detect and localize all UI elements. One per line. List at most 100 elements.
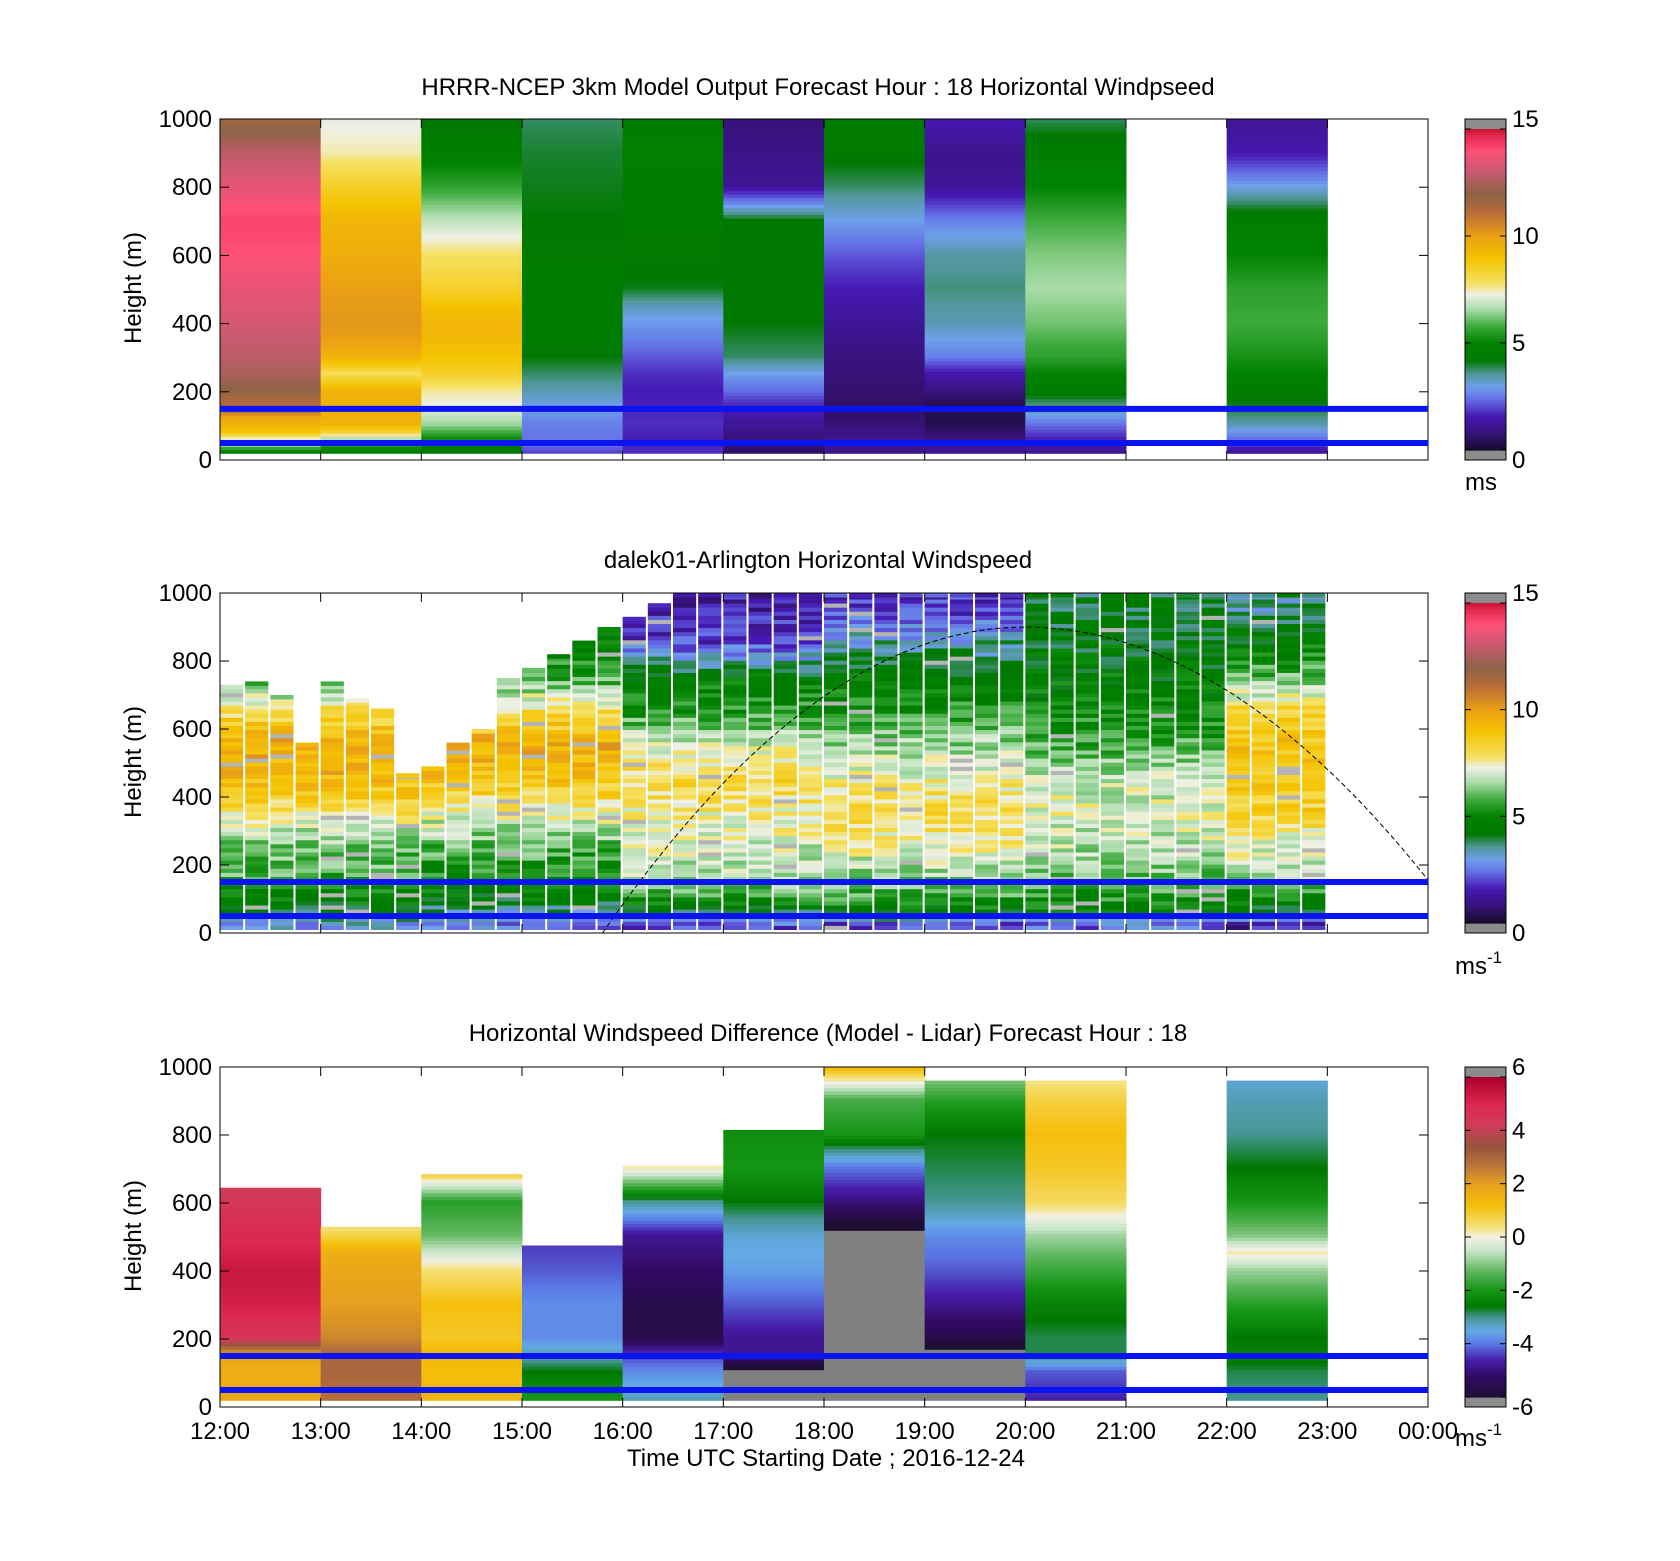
lidar-cell <box>975 876 999 882</box>
difference-cell <box>421 1220 523 1224</box>
y-tick-label: 800 <box>172 648 212 675</box>
model-cell <box>1226 262 1328 267</box>
lidar-cell <box>1201 823 1225 828</box>
model-cell <box>924 251 1026 256</box>
lidar-cell <box>572 754 596 759</box>
model-cell <box>924 170 1026 175</box>
lidar-cell <box>270 803 294 808</box>
lidar-cell <box>748 692 772 698</box>
lidar-cell <box>975 905 999 910</box>
lidar-cell <box>874 668 898 673</box>
model-cell <box>522 449 624 454</box>
colorbar-swatch <box>1465 254 1506 258</box>
model-cell <box>622 391 724 396</box>
lidar-cell <box>899 664 923 669</box>
lidar-cell <box>824 697 848 702</box>
model-cell <box>421 347 523 352</box>
colorbar-swatch <box>1465 907 1506 911</box>
lidar-cell <box>899 701 923 706</box>
model-cell <box>522 173 624 178</box>
difference-cell <box>421 1264 523 1269</box>
lidar-cell <box>924 709 948 714</box>
lidar-cell <box>924 668 948 673</box>
lidar-cell <box>647 799 671 804</box>
lidar-cell <box>1100 668 1124 673</box>
lidar-cell <box>1277 799 1301 804</box>
lidar-cell <box>849 852 873 857</box>
model-cell <box>320 425 422 430</box>
lidar-cell <box>295 876 319 882</box>
lidar-cell <box>849 843 873 849</box>
lidar-cell <box>446 888 470 894</box>
lidar-cell <box>421 896 445 902</box>
lidar-cell <box>396 794 420 800</box>
lidar-cell <box>597 896 621 902</box>
model-cell <box>824 228 926 233</box>
lidar-cell <box>723 721 747 726</box>
lidar-cell <box>320 811 344 816</box>
colorbar-swatch <box>1465 308 1506 312</box>
lidar-cell <box>1025 709 1049 714</box>
lidar-cell <box>773 631 797 637</box>
lidar-cell <box>1176 778 1200 784</box>
difference-cell <box>723 1294 825 1299</box>
lidar-cell <box>1100 852 1124 857</box>
lidar-cell <box>1075 827 1099 833</box>
difference-cell <box>622 1172 724 1177</box>
model-cell <box>220 289 322 294</box>
difference-cell <box>421 1237 523 1241</box>
lidar-cell <box>245 819 269 824</box>
model-cell <box>924 391 1026 396</box>
model-cell <box>924 398 1026 403</box>
model-cell <box>320 422 422 427</box>
lidar-cell <box>371 864 395 869</box>
lidar-cell <box>647 717 671 722</box>
lidar-cell <box>824 672 848 678</box>
lidar-cell <box>1100 599 1124 604</box>
lidar-cell <box>522 790 546 796</box>
lidar-cell <box>899 860 923 865</box>
lidar-cell <box>949 733 973 739</box>
lidar-cell <box>1075 872 1099 877</box>
model-cell <box>421 231 523 236</box>
lidar-cell <box>622 656 646 661</box>
lidar-cell <box>949 656 973 661</box>
model-cell <box>824 395 926 400</box>
lidar-cell <box>748 884 772 890</box>
lidar-cell <box>446 843 470 849</box>
lidar-cell <box>1226 799 1250 804</box>
model-cell <box>924 132 1026 137</box>
lidar-cell <box>1201 860 1225 865</box>
difference-cell <box>421 1393 523 1398</box>
lidar-cell <box>874 705 898 710</box>
model-cell <box>421 391 523 396</box>
model-cell <box>320 122 422 127</box>
lidar-cell <box>899 794 923 800</box>
lidar-cell <box>1201 611 1225 616</box>
colorbar-swatch <box>1465 771 1506 775</box>
lidar-cell <box>597 778 621 784</box>
colorbar-swatch <box>1465 201 1506 205</box>
lidar-cell <box>1126 656 1150 661</box>
lidar-cell <box>270 794 294 800</box>
lidar-cell <box>773 607 797 612</box>
lidar-cell <box>748 721 772 726</box>
lidar-cell <box>798 896 822 902</box>
model-cell <box>924 122 1026 127</box>
model-cell <box>421 395 523 400</box>
lidar-cell <box>1000 766 1024 771</box>
lidar-cell <box>471 786 495 792</box>
difference-cell <box>723 1379 825 1384</box>
lidar-cell <box>1050 721 1074 726</box>
lidar-cell <box>1126 774 1150 780</box>
lidar-cell <box>874 774 898 780</box>
lidar-cell <box>949 876 973 882</box>
lidar-cell <box>1277 868 1301 873</box>
difference-cell <box>522 1393 624 1398</box>
lidar-cell <box>798 648 822 653</box>
model-cell <box>824 378 926 383</box>
lidar-cell <box>1226 676 1250 682</box>
model-cell <box>1226 200 1328 205</box>
lidar-cell <box>220 688 244 694</box>
lidar-cell <box>270 717 294 722</box>
